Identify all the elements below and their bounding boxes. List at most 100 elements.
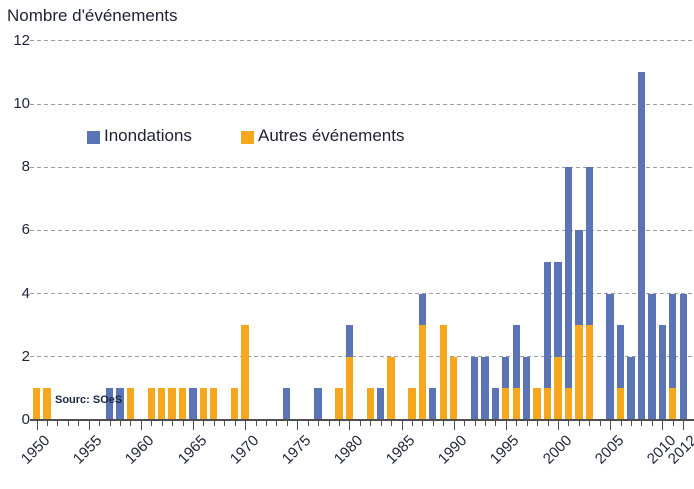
- x-tick-1951: [46, 421, 48, 426]
- bar-2009-inondations: [648, 293, 656, 420]
- bar-1962-autres: [158, 388, 166, 420]
- bar-1986-autres: [408, 388, 416, 420]
- bar-2000-autres: [554, 356, 562, 420]
- x-tick-1954: [78, 421, 80, 426]
- bar-1961-autres: [147, 388, 155, 420]
- bar-1950-autres: [32, 388, 41, 420]
- x-tick-2012: [683, 421, 685, 430]
- x-tick-1966: [203, 421, 205, 426]
- x-tick-1977: [318, 421, 320, 426]
- x-tick-2007: [631, 421, 632, 426]
- x-tick-2004: [599, 421, 601, 426]
- x-axis-tick-label: 1990: [435, 432, 471, 468]
- x-tick-1999: [547, 421, 549, 426]
- x-tick-2008: [641, 421, 643, 426]
- x-tick-1992: [474, 421, 476, 426]
- bar-1996-autres: [512, 388, 520, 420]
- bar-1980-autres: [345, 356, 354, 420]
- y-axis-tick-label: 8: [21, 158, 30, 176]
- x-tick-2005: [610, 421, 612, 430]
- gridline-y2: [30, 356, 694, 358]
- bar-2002-inondations: [575, 230, 583, 326]
- x-tick-1955: [88, 421, 90, 430]
- x-tick-1957: [109, 421, 111, 426]
- x-axis-tick-label: 2005: [591, 432, 628, 468]
- bar-2012-inondations: [679, 293, 687, 420]
- y-axis-tick-label: 2: [21, 347, 30, 365]
- x-tick-1982: [370, 421, 372, 426]
- bar-1965-inondations: [189, 388, 197, 420]
- gridline-y4: [30, 293, 694, 295]
- bar-1963-autres: [168, 388, 176, 420]
- bar-1992-inondations: [470, 356, 479, 420]
- x-tick-1988: [432, 421, 434, 426]
- bar-2011-autres: [669, 388, 677, 420]
- bar-1989-autres: [439, 325, 447, 420]
- x-tick-1978: [328, 421, 330, 426]
- x-tick-1967: [213, 421, 215, 426]
- x-tick-2010: [662, 421, 664, 430]
- bar-1964-autres: [178, 388, 187, 420]
- bar-1966-autres: [199, 388, 208, 420]
- bar-1995-autres: [502, 388, 510, 420]
- bar-2003-inondations: [585, 167, 593, 326]
- x-tick-1965: [192, 421, 194, 430]
- bar-1969-autres: [231, 388, 239, 420]
- x-tick-1953: [67, 421, 69, 426]
- y-axis-tick-label: 10: [13, 95, 30, 112]
- bar-2001-inondations: [564, 167, 573, 389]
- bar-1979-autres: [335, 388, 343, 420]
- y-axis-tick-label: 12: [13, 31, 30, 49]
- bar-2002-autres: [575, 325, 583, 420]
- x-tick-1975: [297, 421, 299, 430]
- x-tick-1968: [224, 421, 226, 426]
- bar-1995-inondations: [502, 356, 510, 389]
- x-tick-1970: [245, 421, 247, 430]
- x-tick-1990: [453, 421, 455, 430]
- x-tick-1995: [505, 421, 507, 430]
- bar-1994-inondations: [491, 388, 500, 420]
- legend-swatch-inondations: [87, 131, 100, 144]
- bar-1993-inondations: [481, 356, 489, 420]
- bar-2010-inondations: [658, 325, 666, 420]
- bar-1987-autres: [418, 325, 427, 420]
- x-tick-1969: [234, 421, 236, 426]
- bar-1974-inondations: [283, 388, 291, 420]
- x-tick-2011: [672, 421, 674, 426]
- bar-1977-inondations: [314, 388, 322, 420]
- x-tick-1976: [307, 421, 309, 426]
- bar-1999-inondations: [543, 262, 552, 389]
- x-tick-2009: [651, 421, 653, 426]
- bar-1967-autres: [210, 388, 218, 420]
- x-axis-tick-label: 1985: [382, 432, 419, 468]
- bar-2011-inondations: [669, 293, 677, 389]
- x-tick-1979: [339, 421, 340, 426]
- x-tick-1964: [182, 421, 184, 426]
- bar-2001-autres: [564, 388, 573, 420]
- bar-1982-autres: [366, 388, 374, 420]
- x-tick-2006: [620, 421, 622, 426]
- bar-1959-autres: [126, 388, 135, 420]
- x-tick-1952: [57, 421, 59, 426]
- bar-2000-inondations: [554, 262, 562, 357]
- bar-1958-inondations: [116, 388, 124, 420]
- x-tick-1972: [266, 421, 267, 426]
- legend-label-inondations: Inondations: [104, 126, 192, 145]
- x-axis-line: [30, 419, 694, 421]
- bar-1987-inondations: [418, 293, 427, 326]
- x-tick-1980: [349, 421, 351, 430]
- x-tick-1973: [276, 421, 278, 426]
- x-tick-1959: [130, 421, 132, 426]
- x-tick-2001: [568, 421, 570, 426]
- x-tick-1984: [391, 421, 393, 426]
- x-tick-1950: [36, 421, 38, 430]
- bar-1990-autres: [450, 356, 458, 420]
- x-axis-tick-label: 1950: [17, 432, 54, 468]
- gridline-y10: [30, 103, 694, 105]
- x-tick-1998: [537, 421, 539, 426]
- x-tick-1987: [422, 421, 424, 426]
- bar-2006-autres: [616, 388, 625, 420]
- bar-1980-inondations: [345, 325, 354, 357]
- x-tick-2000: [558, 421, 559, 430]
